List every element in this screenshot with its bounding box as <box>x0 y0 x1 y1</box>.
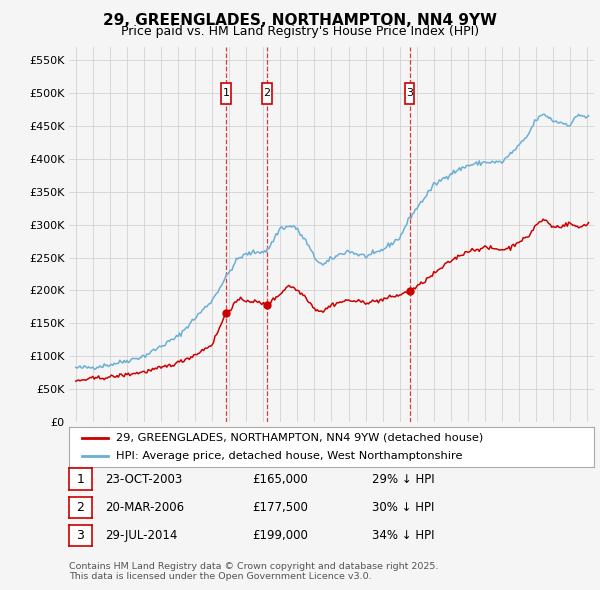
Text: 1: 1 <box>76 473 85 486</box>
Text: 20-MAR-2006: 20-MAR-2006 <box>105 501 184 514</box>
Text: £165,000: £165,000 <box>252 473 308 486</box>
Text: 23-OCT-2003: 23-OCT-2003 <box>105 473 182 486</box>
Text: 30% ↓ HPI: 30% ↓ HPI <box>372 501 434 514</box>
Text: 29, GREENGLADES, NORTHAMPTON, NN4 9YW (detached house): 29, GREENGLADES, NORTHAMPTON, NN4 9YW (d… <box>116 433 484 443</box>
Text: 34% ↓ HPI: 34% ↓ HPI <box>372 529 434 542</box>
FancyBboxPatch shape <box>262 83 272 104</box>
Text: £199,000: £199,000 <box>252 529 308 542</box>
Text: 29-JUL-2014: 29-JUL-2014 <box>105 529 178 542</box>
FancyBboxPatch shape <box>405 83 414 104</box>
Text: 29% ↓ HPI: 29% ↓ HPI <box>372 473 434 486</box>
Text: £177,500: £177,500 <box>252 501 308 514</box>
FancyBboxPatch shape <box>221 83 230 104</box>
Text: 2: 2 <box>263 88 271 98</box>
Text: 3: 3 <box>406 88 413 98</box>
Text: 29, GREENGLADES, NORTHAMPTON, NN4 9YW: 29, GREENGLADES, NORTHAMPTON, NN4 9YW <box>103 13 497 28</box>
Text: HPI: Average price, detached house, West Northamptonshire: HPI: Average price, detached house, West… <box>116 451 463 461</box>
Text: 3: 3 <box>76 529 85 542</box>
Text: Price paid vs. HM Land Registry's House Price Index (HPI): Price paid vs. HM Land Registry's House … <box>121 25 479 38</box>
Text: Contains HM Land Registry data © Crown copyright and database right 2025.
This d: Contains HM Land Registry data © Crown c… <box>69 562 439 581</box>
Text: 2: 2 <box>76 501 85 514</box>
Text: 1: 1 <box>223 88 229 98</box>
